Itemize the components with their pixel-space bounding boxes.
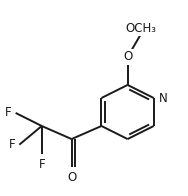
- Text: F: F: [5, 106, 12, 119]
- Text: O: O: [67, 171, 76, 184]
- Text: F: F: [38, 158, 45, 171]
- Text: O: O: [123, 50, 132, 64]
- Text: F: F: [9, 138, 16, 151]
- Text: N: N: [158, 92, 167, 104]
- Text: OCH₃: OCH₃: [125, 22, 156, 34]
